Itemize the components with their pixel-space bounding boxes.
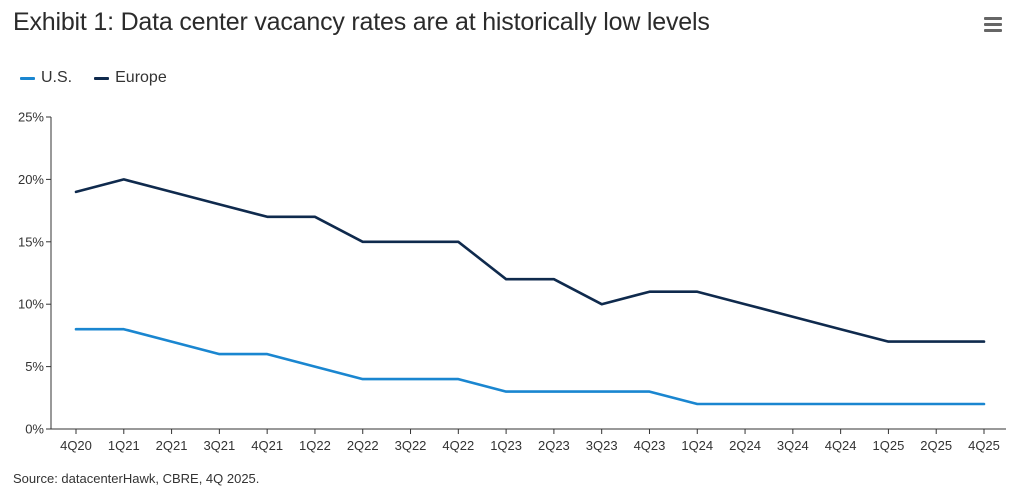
- y-tick-label: 15%: [18, 234, 44, 249]
- legend-swatch-us: [20, 76, 35, 80]
- legend-swatch-europe: [94, 76, 110, 80]
- x-tick-label: 1Q21: [108, 438, 140, 453]
- x-tick-label: 1Q22: [299, 438, 331, 453]
- x-tick-label: 2Q25: [920, 438, 952, 453]
- y-tick-label: 10%: [18, 297, 44, 312]
- chart-legend: U.S. Europe: [20, 69, 167, 87]
- source-note: Source: datacenterHawk, CBRE, 4Q 2025.: [13, 471, 260, 486]
- x-tick-label: 2Q24: [729, 438, 761, 453]
- x-tick-label: 3Q23: [586, 438, 618, 453]
- x-tick-label: 4Q23: [634, 438, 666, 453]
- x-tick-label: 4Q25: [968, 438, 1000, 453]
- x-tick-label: 2Q23: [538, 438, 570, 453]
- x-tick-label: 2Q21: [156, 438, 188, 453]
- hamburger-menu-icon[interactable]: [984, 17, 1002, 33]
- y-tick-label: 20%: [18, 172, 44, 187]
- x-tick-label: 3Q21: [203, 438, 235, 453]
- x-tick-label: 4Q20: [60, 438, 92, 453]
- y-tick-label: 5%: [25, 359, 44, 374]
- series-line-europe: [74, 178, 986, 343]
- x-tick-label: 1Q23: [490, 438, 522, 453]
- x-tick-label: 1Q24: [681, 438, 713, 453]
- legend-item-europe[interactable]: Europe: [94, 69, 167, 87]
- y-tick-label: 25%: [18, 110, 44, 125]
- legend-item-us[interactable]: U.S.: [20, 69, 72, 87]
- series-line-us: [74, 327, 986, 406]
- x-tick-label: 2Q22: [347, 438, 379, 453]
- chart-title: Exhibit 1: Data center vacancy rates are…: [13, 8, 710, 36]
- x-tick-label: 4Q22: [442, 438, 474, 453]
- legend-label-us: U.S.: [41, 69, 73, 86]
- x-tick-label: 4Q21: [251, 438, 283, 453]
- y-tick-label: 0%: [25, 422, 44, 437]
- x-tick-label: 3Q22: [395, 438, 427, 453]
- x-tick-label: 1Q25: [873, 438, 905, 453]
- legend-label-europe: Europe: [115, 69, 167, 86]
- x-tick-label: 3Q24: [777, 438, 809, 453]
- x-tick-label: 4Q24: [825, 438, 857, 453]
